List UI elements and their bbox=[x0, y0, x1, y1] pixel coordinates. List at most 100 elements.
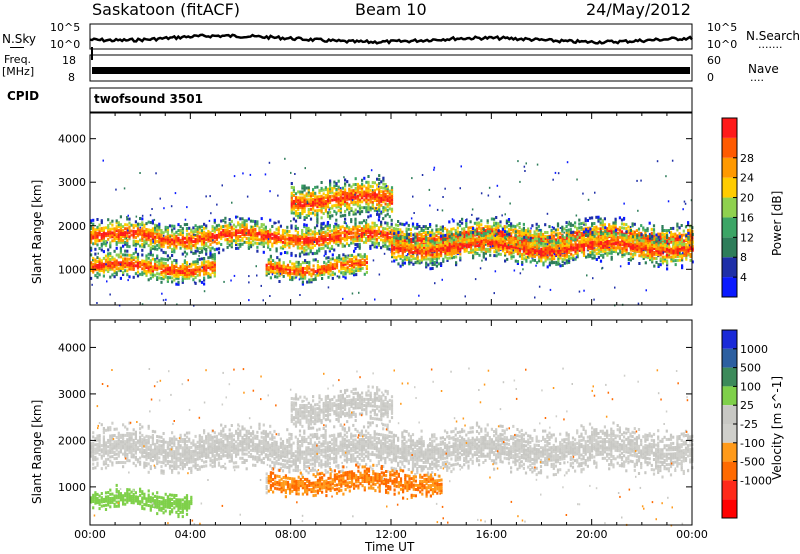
echo-cell bbox=[499, 230, 502, 234]
echo-cell bbox=[269, 240, 272, 244]
echo-cell bbox=[162, 243, 165, 247]
echo-cell bbox=[185, 274, 189, 278]
echo-cell bbox=[132, 223, 135, 227]
echo-cell bbox=[391, 247, 394, 251]
echo-cell bbox=[115, 267, 118, 271]
echo-cell bbox=[280, 272, 283, 276]
echo-cell bbox=[305, 194, 308, 198]
echo-cell bbox=[620, 218, 624, 222]
echo-cell bbox=[527, 248, 530, 252]
echo-cell bbox=[173, 272, 176, 276]
echo-cell bbox=[559, 250, 562, 254]
echo-cell bbox=[293, 276, 296, 280]
echo-cell bbox=[365, 208, 368, 212]
echo-cell bbox=[365, 270, 368, 274]
echo-cell bbox=[342, 270, 345, 274]
echo-cell bbox=[356, 239, 359, 243]
echo-cell bbox=[304, 266, 307, 270]
echo-cell bbox=[625, 238, 628, 241]
echo-cell bbox=[239, 235, 242, 238]
echo-cell bbox=[324, 250, 327, 254]
echo-cell bbox=[367, 175, 370, 178]
echo-cell bbox=[508, 232, 511, 236]
echo-cell bbox=[338, 269, 341, 273]
echo-cell bbox=[297, 196, 300, 200]
echo-cell bbox=[338, 256, 341, 259]
echo-cell bbox=[418, 251, 421, 255]
echo-cell bbox=[354, 177, 357, 181]
echo-cell bbox=[365, 233, 368, 236]
echo-cell bbox=[569, 234, 572, 237]
echo-cell bbox=[337, 235, 340, 239]
echo-cell bbox=[399, 239, 402, 243]
echo-cell bbox=[384, 202, 387, 206]
echo-cell bbox=[348, 193, 351, 197]
echo-cell bbox=[141, 244, 144, 248]
echo-cell bbox=[555, 233, 558, 237]
echo-cell bbox=[377, 218, 380, 222]
echo-cell bbox=[595, 242, 598, 246]
echo-cell bbox=[309, 250, 312, 254]
echo-cell bbox=[602, 247, 605, 251]
echo-cell bbox=[200, 269, 204, 273]
echo-cell bbox=[444, 253, 447, 257]
echo-cell bbox=[205, 224, 208, 228]
echo-cell bbox=[141, 263, 144, 267]
echo-cell bbox=[316, 232, 319, 235]
echo-cell bbox=[179, 269, 182, 273]
echo-cell bbox=[337, 199, 340, 203]
echo-cell bbox=[308, 278, 311, 282]
echo-cell bbox=[429, 223, 432, 226]
echo-cell bbox=[329, 181, 332, 185]
echo-cell bbox=[393, 255, 396, 259]
echo-cell bbox=[504, 251, 507, 255]
echo-cell bbox=[397, 236, 400, 240]
echo-cell bbox=[499, 234, 502, 238]
echo-cell bbox=[433, 245, 436, 249]
echo-cell bbox=[94, 260, 97, 264]
echo-cell bbox=[335, 205, 338, 209]
echo-cell bbox=[471, 233, 474, 237]
echo-cell bbox=[489, 240, 492, 244]
echo-cell bbox=[277, 238, 280, 241]
echo-cell bbox=[367, 206, 370, 210]
echo-cell bbox=[353, 271, 356, 275]
echo-cell bbox=[375, 229, 378, 233]
echo-cell bbox=[316, 185, 319, 189]
echo-cell bbox=[183, 269, 186, 273]
echo-cell bbox=[433, 253, 436, 257]
echo-cell bbox=[316, 215, 319, 218]
echo-cell bbox=[542, 237, 545, 241]
echo-cell bbox=[94, 262, 97, 266]
echo-cell bbox=[484, 232, 487, 236]
echo-cell bbox=[465, 240, 468, 244]
echo-cell bbox=[606, 236, 609, 239]
echo-cell bbox=[213, 234, 216, 238]
echo-cell bbox=[333, 234, 336, 238]
echo-cell bbox=[504, 243, 507, 247]
echo-cell bbox=[544, 241, 547, 245]
echo-cell bbox=[207, 237, 210, 241]
echo-cell bbox=[348, 230, 351, 234]
echo-cell bbox=[378, 213, 381, 217]
echo-cell bbox=[190, 236, 193, 240]
echo-cell bbox=[294, 204, 298, 207]
echo-cell bbox=[553, 249, 556, 253]
echo-cell bbox=[353, 259, 356, 263]
echo-cell bbox=[301, 196, 304, 200]
echo-cell bbox=[200, 229, 204, 233]
echo-cell bbox=[682, 239, 685, 243]
echo-cell bbox=[179, 240, 182, 244]
cpid-frame bbox=[89, 87, 693, 113]
echo-cell bbox=[96, 256, 99, 260]
echo-cell bbox=[499, 237, 502, 241]
echo-cell bbox=[405, 258, 409, 261]
echo-cell bbox=[446, 249, 449, 253]
echo-cell bbox=[175, 240, 178, 244]
echo-cell bbox=[254, 224, 257, 227]
echo-cell bbox=[284, 271, 287, 275]
echo-cell bbox=[145, 258, 148, 262]
echo-cell bbox=[612, 236, 615, 240]
echo-cell bbox=[350, 265, 354, 269]
echo-cell bbox=[164, 235, 167, 239]
